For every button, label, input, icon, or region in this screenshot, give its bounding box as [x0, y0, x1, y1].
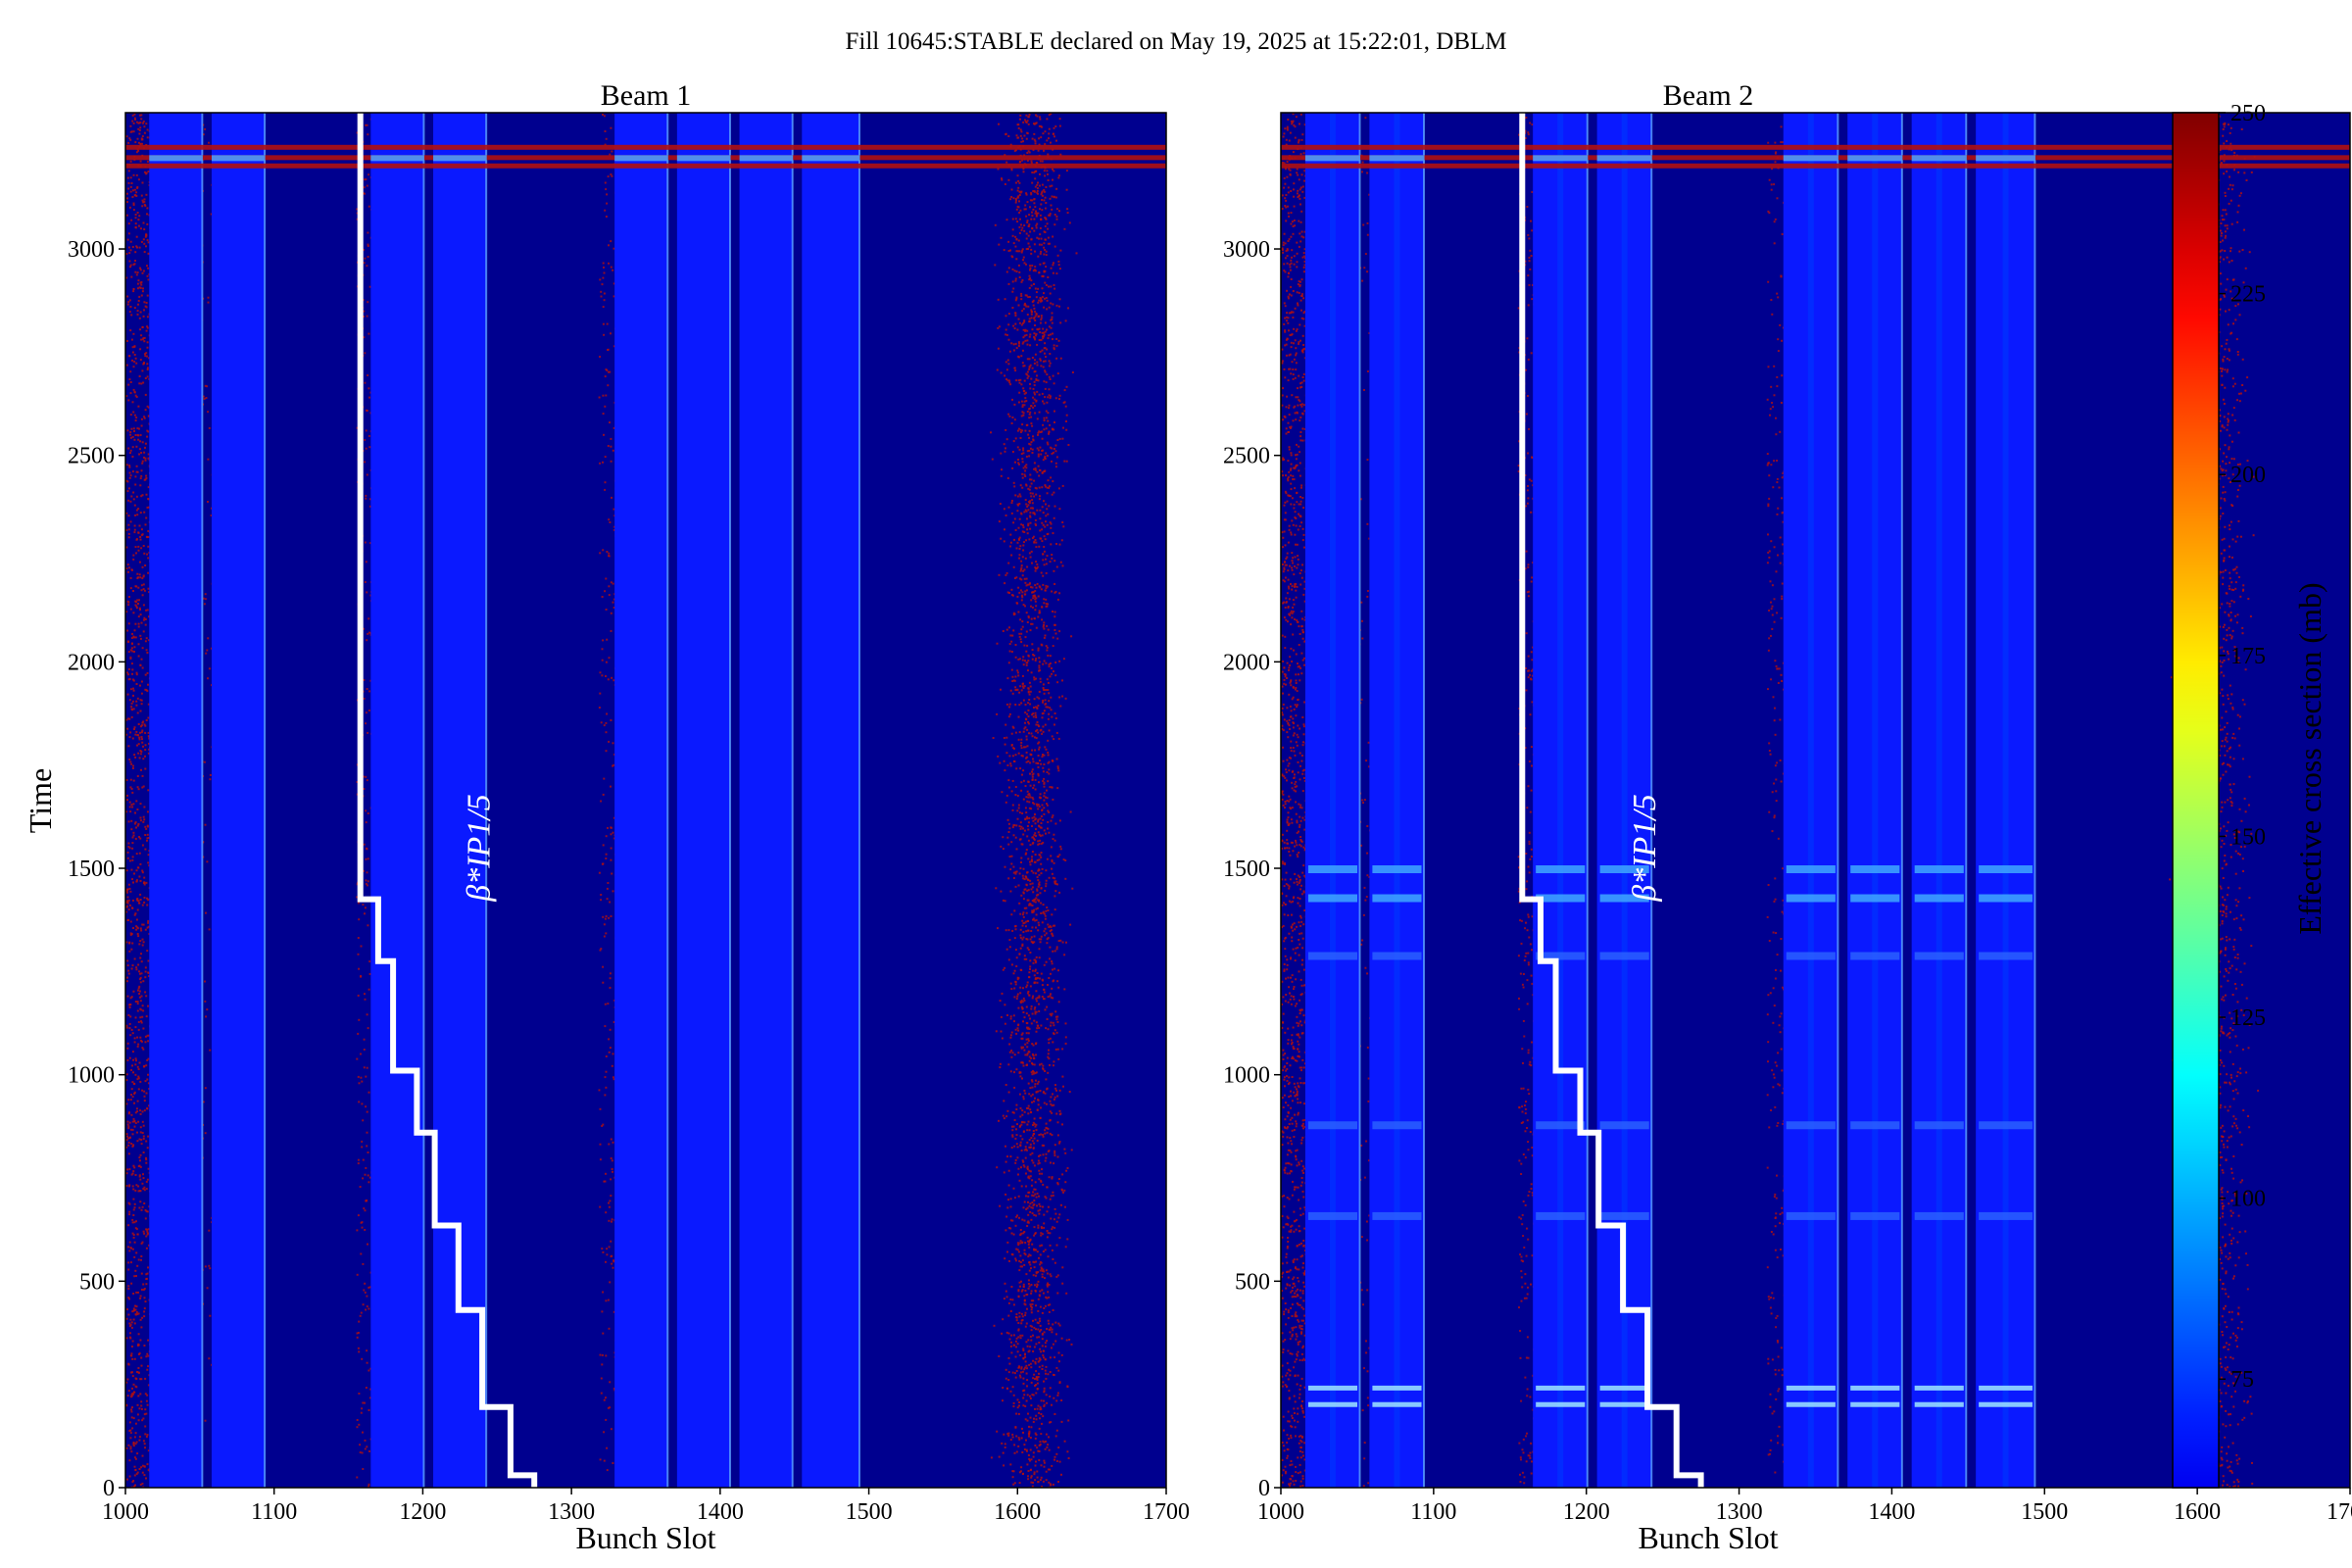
beam2-train-substructure	[1557, 113, 1564, 1488]
beam1-bunch-train	[676, 113, 731, 1488]
figure-suptitle: Fill 10645:STABLE declared on May 19, 20…	[845, 28, 1506, 55]
beam1-train-edge	[264, 113, 267, 1488]
beam1-bunch-train	[211, 113, 266, 1488]
beam1-train-edge	[666, 113, 669, 1488]
beam2-train-edge	[1358, 113, 1361, 1488]
beam1-ylabel: Time	[23, 768, 58, 833]
beam2-axes-frame	[1280, 112, 2351, 1489]
beam1-bunch-train	[370, 113, 424, 1488]
beam2-xtick-label: 1600	[2174, 1499, 2221, 1525]
beam2-xtick-label: 1700	[2327, 1499, 2352, 1525]
beam1-xlabel: Bunch Slot	[575, 1520, 715, 1555]
beam2-train-edge	[1423, 113, 1426, 1488]
beam2-xtick-label: 1100	[1410, 1499, 1456, 1525]
beam2-beta-star-annotation: β*IP1/5	[1627, 794, 1663, 902]
beam2-xtick-label: 1500	[2021, 1499, 2068, 1525]
beam1-train-edge	[201, 113, 204, 1488]
beam2-train-edge	[2034, 113, 2036, 1488]
colorbar-gradient	[2172, 112, 2220, 1489]
beam1-title: Beam 1	[601, 79, 691, 112]
beam2-train-substructure	[1621, 113, 1628, 1488]
beam2-train-substructure	[1936, 113, 1942, 1488]
beam2-train-substructure	[1872, 113, 1879, 1488]
beam2-train-edge	[1965, 113, 1968, 1488]
beam2-ytick-label: 500	[1235, 1269, 1270, 1295]
beam1-ytick-label: 3000	[68, 237, 115, 263]
beam1-ytick-label: 1500	[68, 857, 115, 882]
colorbar-tick-label: 175	[2230, 644, 2266, 669]
beam2-train-substructure	[1329, 113, 1336, 1488]
beam1-bunch-train	[149, 113, 203, 1488]
beam1-ytick-label: 500	[79, 1269, 115, 1295]
beam1-bunch-train	[614, 113, 668, 1488]
beam2-bright-rows	[1307, 865, 2033, 1407]
beam2-title: Beam 2	[1663, 79, 1753, 112]
beam2-ytick-label: 3000	[1223, 237, 1270, 263]
beam1-xtick-label: 1200	[399, 1499, 446, 1525]
beam1-train-edge	[858, 113, 860, 1488]
beam2-train-substructure	[1394, 113, 1400, 1488]
colorbar: 75 100 125 150 175 200 225 250	[2172, 101, 2266, 1489]
beam2-xtick-label: 1400	[1868, 1499, 1915, 1525]
colorbar-tick-label: 250	[2230, 101, 2266, 126]
colorbar-tick-label: 150	[2230, 824, 2266, 850]
colorbar-tick-label: 100	[2230, 1187, 2266, 1212]
beam1-xtick-label: 1300	[548, 1499, 595, 1525]
beam1-beta-star-line	[357, 113, 538, 1488]
beam1-ytick-label: 1000	[68, 1063, 115, 1089]
beam2-xlabel: Bunch Slot	[1638, 1520, 1778, 1555]
beam2-xtick-label: 1000	[1257, 1499, 1304, 1525]
beam1-ytick-label: 2000	[68, 650, 115, 675]
colorbar-label: Effective cross section (mb)	[2292, 582, 2328, 934]
beam2-ytick-label: 1000	[1223, 1063, 1270, 1089]
beam2-ytick-label: 2500	[1223, 444, 1270, 469]
beam1-high-rows	[125, 144, 1166, 169]
beam1-axes-frame	[124, 112, 1167, 1489]
beam1-xtick-label: 1700	[1143, 1499, 1190, 1525]
beam2-train-substructure	[2002, 113, 2009, 1488]
beam1-xtick-label: 1100	[251, 1499, 297, 1525]
beam1-xtick-label: 1500	[846, 1499, 893, 1525]
beam1-bunch-train	[802, 113, 860, 1488]
beam2-xtick-label: 1200	[1563, 1499, 1610, 1525]
beam2-train-edge	[1650, 113, 1653, 1488]
beam1-ytick-label: 2500	[68, 444, 115, 469]
beam2-train-substructure	[1807, 113, 1814, 1488]
colorbar-tick-label: 75	[2230, 1367, 2254, 1393]
beam2-ytick-label: 1500	[1223, 857, 1270, 882]
beam1-xtick-label: 1400	[697, 1499, 744, 1525]
colorbar-tick-label: 125	[2230, 1005, 2266, 1031]
beam2-noise-region	[1281, 113, 1307, 1488]
beam2-beta-star-line	[1519, 113, 1704, 1488]
beam1-train-edge	[485, 113, 488, 1488]
colorbar-tick-label: 200	[2230, 463, 2266, 488]
beam2-xtick-label: 1300	[1716, 1499, 1763, 1525]
beam2-train-edge	[1837, 113, 1839, 1488]
beam1-train-edge	[791, 113, 794, 1488]
beam1-train-edge	[728, 113, 731, 1488]
beam2-high-rows	[1281, 144, 2350, 169]
beam1-train-edge	[422, 113, 425, 1488]
beam1-xtick-label: 1600	[994, 1499, 1041, 1525]
beam1-xtick-label: 1000	[102, 1499, 149, 1525]
colorbar-tick-label: 225	[2230, 282, 2266, 308]
beam1-panel: Beam 1 β*IP1/5 1000 1100 1200 1300 1400 1500 16…	[68, 79, 1190, 1525]
beam2-ytick-label: 0	[1258, 1476, 1270, 1501]
beam1-bunch-train	[739, 113, 794, 1488]
beam1-ytick-label: 0	[103, 1476, 115, 1501]
beam1-noise-region	[125, 113, 152, 1488]
beam2-train-edge	[1586, 113, 1589, 1488]
beam1-beta-star-annotation: β*IP1/5	[462, 794, 498, 902]
beam2-ytick-label: 2000	[1223, 650, 1270, 675]
beam2-train-edge	[1900, 113, 1903, 1488]
